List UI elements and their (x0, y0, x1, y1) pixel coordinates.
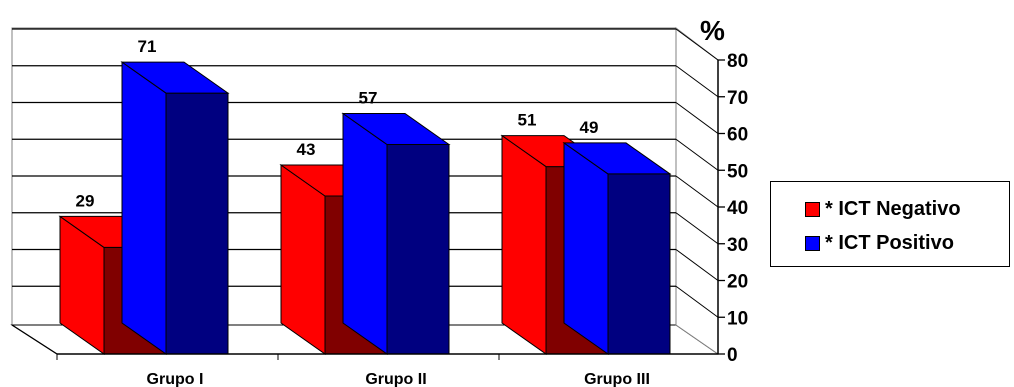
bar-chart: 0 10 20 30 40 50 60 70 80 Grupo I 29 71 Grupo II 43 57… (10, 15, 749, 387)
bar-side (121, 61, 167, 355)
gridline-side (675, 175, 719, 208)
bar-top (120, 61, 230, 94)
x-tick-label: Grupo III (584, 371, 650, 387)
floor-edge (11, 324, 58, 355)
data-label: 57 (359, 89, 378, 108)
data-label: 29 (76, 191, 95, 210)
gridline-side (675, 212, 719, 245)
data-label: 49 (580, 118, 599, 137)
legend-item-negativo: * ICT Negativo (805, 196, 961, 222)
y-tick-label: 70 (727, 88, 748, 109)
y-unit-label: % (700, 15, 725, 46)
bar-side (342, 112, 388, 355)
gridline-side (675, 285, 719, 318)
legend-label-positivo: * ICT Positivo (825, 231, 954, 254)
y-tick-label: 80 (727, 51, 748, 72)
bar-top (562, 142, 672, 175)
bar-positivo (120, 61, 230, 355)
data-label: 43 (297, 140, 316, 159)
gridline-side (675, 138, 719, 171)
bar-front (607, 173, 671, 355)
y-tick-label: 40 (727, 198, 748, 219)
legend-swatch-positivo (805, 235, 820, 251)
gridline-side (675, 102, 719, 134)
x-tick-label: Grupo I (147, 371, 204, 387)
bar-top (341, 113, 451, 146)
legend-swatch-negativo (805, 201, 820, 217)
axes (11, 59, 725, 360)
x-tick-label: Grupo II (365, 371, 426, 387)
legend-label-negativo: * ICT Negativo (825, 197, 961, 220)
y-tick-label: 60 (727, 125, 748, 146)
gridline-side (675, 249, 719, 281)
legend-item-positivo: * ICT Positivo (805, 230, 954, 256)
y-tick-label: 0 (727, 345, 738, 366)
y-tick-label: 30 (727, 235, 748, 256)
data-label: 51 (518, 111, 537, 130)
y-tick-label: 50 (727, 161, 748, 182)
bar-positivo (341, 112, 451, 355)
bar-side (501, 134, 547, 355)
data-label: 71 (138, 37, 157, 56)
bar-side (563, 141, 609, 355)
y-tick-label: 10 (727, 308, 748, 329)
bar-positivo (562, 141, 672, 355)
bar-front (386, 144, 450, 355)
labels: 0 10 20 30 40 50 60 70 80 Grupo I 29 71 Grupo II 43 57… (76, 37, 749, 387)
gridline-side (675, 65, 719, 98)
bar-front (165, 92, 229, 355)
bars (58, 61, 672, 355)
y-tick-label: 20 (727, 272, 748, 293)
gridline-side (675, 28, 719, 61)
bar-side (280, 164, 326, 355)
legend: * ICT Negativo * ICT Positivo (770, 181, 1010, 267)
